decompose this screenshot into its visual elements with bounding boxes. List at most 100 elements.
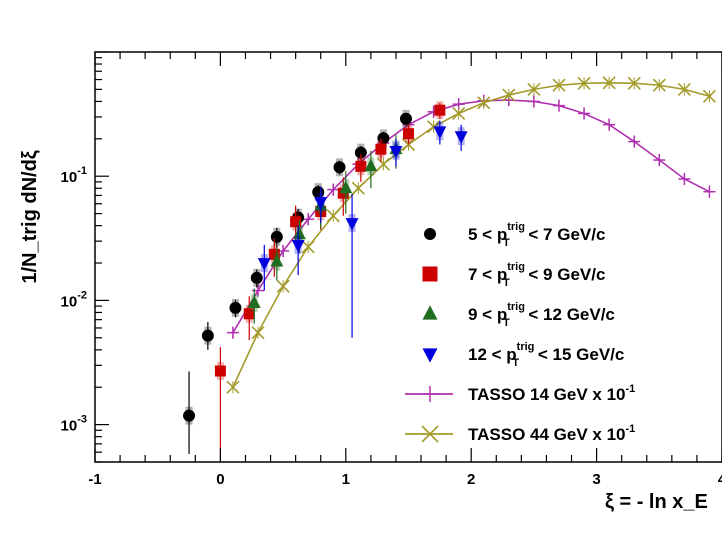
cross-b bbox=[477, 96, 491, 110]
data-point bbox=[290, 216, 302, 228]
cross-b bbox=[577, 76, 591, 90]
x-axis-title: ξ = - ln x_E bbox=[605, 491, 708, 513]
cross-b bbox=[421, 425, 439, 443]
legend-marker bbox=[422, 348, 438, 363]
cross-b bbox=[301, 240, 315, 254]
x-tick-label: -1 bbox=[88, 471, 101, 488]
data-point bbox=[183, 409, 196, 422]
x-tick-label: 3 bbox=[592, 471, 600, 488]
legend-entry-5: TASSO 44 GeV x 10-1 bbox=[405, 423, 635, 444]
data-point bbox=[628, 135, 641, 148]
data-point bbox=[201, 329, 214, 342]
data-point bbox=[337, 187, 349, 199]
legend-label: TASSO 44 GeV x 10-1 bbox=[468, 423, 635, 444]
data-point bbox=[578, 107, 591, 120]
data-point bbox=[527, 95, 540, 108]
data-point bbox=[333, 161, 346, 174]
data-point bbox=[326, 209, 340, 223]
x-tick-label: 0 bbox=[216, 471, 224, 488]
data-point bbox=[355, 160, 367, 172]
data-point bbox=[364, 158, 378, 172]
legend-label: TASSO 14 GeV x 10-1 bbox=[468, 383, 635, 404]
data-point bbox=[257, 258, 271, 271]
series-3 bbox=[257, 120, 468, 338]
data-point bbox=[339, 180, 353, 194]
data-point bbox=[270, 230, 283, 243]
data-point bbox=[301, 240, 315, 254]
data-point bbox=[703, 185, 716, 198]
data-point bbox=[291, 239, 305, 253]
legend-entry-4: TASSO 14 GeV x 10-1 bbox=[405, 383, 635, 404]
data-point bbox=[226, 380, 240, 394]
data-point bbox=[454, 131, 468, 144]
cross-b bbox=[527, 82, 541, 96]
data-point bbox=[302, 213, 315, 226]
data-point bbox=[452, 106, 466, 121]
cross-b bbox=[652, 78, 666, 92]
data-point bbox=[243, 308, 255, 320]
data-point bbox=[226, 326, 239, 339]
cross-b bbox=[276, 279, 290, 293]
legend-marker bbox=[422, 266, 438, 282]
data-point bbox=[577, 76, 591, 90]
x-tick-label: 1 bbox=[342, 471, 350, 488]
legend-marker bbox=[422, 386, 438, 402]
data-point bbox=[527, 82, 541, 96]
data-point bbox=[502, 88, 516, 102]
plot-frame bbox=[94, 51, 722, 463]
legend-marker bbox=[422, 305, 438, 320]
data-point bbox=[327, 183, 340, 196]
data-point bbox=[389, 145, 403, 159]
data-point bbox=[351, 181, 365, 195]
x-tick-label: 4 bbox=[718, 471, 722, 488]
data-point bbox=[251, 326, 265, 340]
cross-b bbox=[326, 209, 340, 223]
cross-b bbox=[627, 76, 641, 90]
data-point bbox=[354, 146, 367, 159]
data-point bbox=[477, 96, 491, 110]
series-line bbox=[232, 99, 710, 334]
data-point bbox=[603, 118, 616, 131]
cross-b bbox=[502, 88, 516, 102]
cross-b bbox=[351, 181, 365, 195]
legend-marker bbox=[421, 425, 439, 443]
y-axis-title: 1/N_trig dN/dξ bbox=[19, 150, 41, 283]
data-point bbox=[345, 218, 359, 231]
data-point bbox=[552, 78, 566, 92]
data-point bbox=[214, 365, 226, 377]
data-point bbox=[292, 226, 306, 240]
data-point bbox=[399, 112, 412, 125]
data-point bbox=[375, 143, 387, 155]
cross-b bbox=[452, 106, 466, 121]
data-point bbox=[434, 104, 446, 116]
data-point bbox=[403, 128, 414, 140]
series-layer bbox=[183, 76, 717, 462]
cross-b bbox=[677, 82, 691, 96]
data-point bbox=[652, 78, 666, 92]
x-tick-label: 2 bbox=[467, 471, 475, 488]
cross-b bbox=[602, 76, 616, 90]
data-point bbox=[376, 157, 390, 171]
data-point bbox=[276, 279, 290, 293]
data-point bbox=[268, 248, 280, 260]
data-point bbox=[653, 154, 666, 167]
data-point bbox=[250, 271, 263, 284]
data-point bbox=[678, 172, 691, 185]
data-point bbox=[270, 254, 284, 267]
data-point bbox=[627, 76, 641, 90]
data-point bbox=[314, 197, 328, 210]
data-point bbox=[229, 301, 242, 314]
data-point bbox=[433, 126, 447, 139]
cross-b bbox=[552, 78, 566, 92]
legend-marker bbox=[424, 228, 436, 240]
data-point bbox=[247, 295, 261, 309]
cross-b bbox=[226, 380, 240, 394]
cross-b bbox=[251, 326, 265, 340]
data-point bbox=[602, 76, 616, 90]
data-point bbox=[677, 82, 691, 96]
data-point bbox=[702, 89, 717, 103]
cross-b bbox=[702, 89, 717, 103]
data-point bbox=[552, 99, 565, 112]
